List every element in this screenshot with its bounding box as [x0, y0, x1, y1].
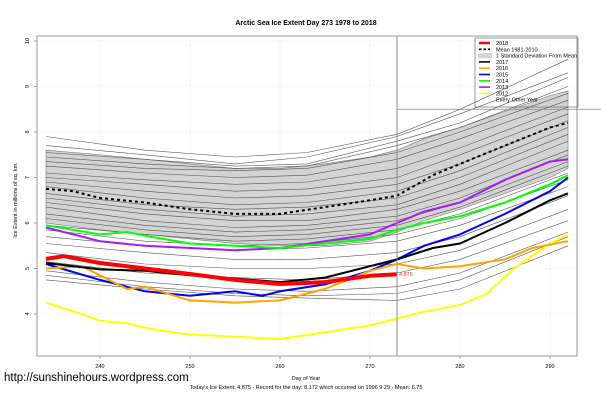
- series-line-2013: [45, 158, 569, 252]
- series-line-2017: [45, 192, 569, 284]
- legend-label: 2013: [496, 85, 508, 91]
- y-tick-label: 7: [25, 176, 31, 179]
- legend-label: 2012: [496, 91, 508, 97]
- legend-label: 2018: [496, 41, 508, 47]
- legend-label: Every Other Year: [496, 98, 538, 104]
- other-year-line: [45, 77, 569, 167]
- x-tick-label: 250: [185, 364, 194, 370]
- series-lines: [45, 158, 569, 340]
- other-year-line: [45, 245, 569, 301]
- series-line-2014: [45, 174, 569, 249]
- y-tick-label: 8: [25, 130, 31, 133]
- other-year-line: [45, 154, 569, 228]
- watermark-url[interactable]: http://sunshinehours.wordpress.com: [4, 372, 189, 384]
- x-tick-label: 260: [275, 364, 284, 370]
- plot-area: [36, 35, 578, 357]
- series-line-2012: [45, 233, 569, 340]
- other-year-line: [45, 127, 569, 206]
- footer-stats: Today's Ice Extent: 4.875 - Record for t…: [190, 385, 423, 391]
- x-axis-label: Day of Year: [292, 376, 321, 382]
- chart-title: Arctic Sea Ice Extent Day 273 1978 to 20…: [235, 20, 376, 27]
- other-year-line: [45, 86, 569, 169]
- other-year-line: [45, 106, 569, 185]
- series-line-2018: [45, 254, 398, 286]
- other-year-line: [45, 231, 569, 292]
- other-year-line: [45, 209, 569, 269]
- other-year-line: [45, 140, 569, 217]
- y-tick-label: 9: [25, 85, 31, 88]
- other-year-line: [45, 93, 569, 172]
- x-tick-label: 240: [95, 364, 104, 370]
- x-axis: 240 250 260 270 280 290: [95, 356, 555, 370]
- y-tick-label: 6: [25, 221, 31, 224]
- legend-label: Mean 1981-2010: [496, 47, 538, 53]
- legend-swatch: [478, 53, 492, 59]
- other-year-line: [45, 113, 569, 192]
- legend-label: 2016: [496, 66, 508, 72]
- series-line-2016: [45, 240, 569, 304]
- other-year-line: [45, 72, 569, 165]
- other-year-line: [45, 99, 569, 178]
- legend-label: 2015: [496, 73, 508, 79]
- other-year-line: [45, 165, 569, 238]
- legend-label: 1 Standard Deviation From Mean: [496, 54, 577, 60]
- y-tick-label: 5: [25, 267, 31, 270]
- other-year-line: [45, 195, 569, 260]
- mean-series-line: [45, 121, 569, 215]
- y-axis-label: Ice Extent in millions of sq. km.: [13, 162, 19, 238]
- x-tick-label: 290: [545, 364, 554, 370]
- legend-label: 2014: [496, 79, 508, 85]
- series-line-2015: [45, 176, 569, 297]
- other-year-line: [45, 172, 569, 242]
- other-year-line: [45, 149, 569, 221]
- legend-label: 2017: [496, 60, 508, 66]
- other-year-line: [45, 134, 569, 210]
- x-tick-label: 280: [455, 364, 464, 370]
- y-tick-label: 4: [25, 312, 31, 315]
- mean-line: [45, 121, 569, 215]
- legend-box: [474, 37, 579, 108]
- y-tick-label: 10: [25, 38, 31, 44]
- x-tick-label: 270: [365, 364, 374, 370]
- other-year-line: [45, 120, 569, 199]
- y-axis: 10 9 8 7 6 5 4: [25, 38, 37, 316]
- current-value-label: 4.875: [399, 272, 413, 278]
